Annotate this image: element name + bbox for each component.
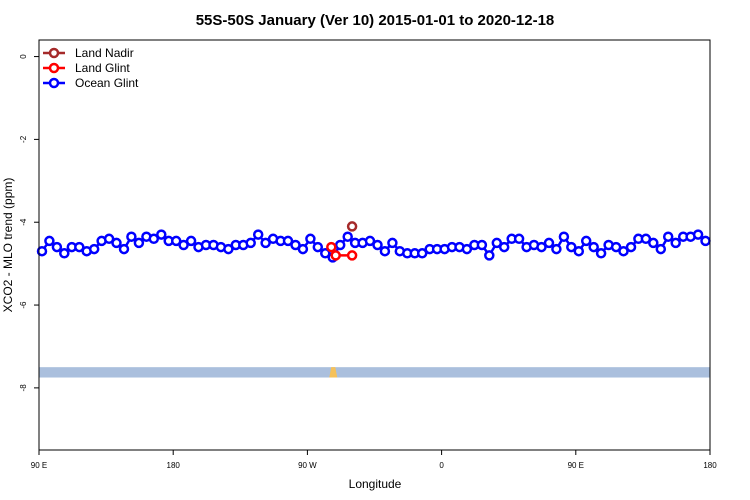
data-point	[498, 241, 510, 253]
data-point	[44, 235, 55, 247]
data-point	[461, 243, 473, 255]
x-tick-label: 180	[167, 461, 181, 470]
data-point	[346, 221, 358, 232]
data-point	[543, 237, 555, 249]
data-point	[625, 241, 637, 253]
y-axis-label: XCO2 - MLO trend (ppm)	[1, 178, 15, 313]
legend-label: Land Nadir	[75, 46, 134, 60]
y-tick-label: -6	[19, 301, 28, 309]
data-point	[59, 248, 70, 259]
data-point	[595, 248, 607, 259]
data-point	[692, 229, 704, 240]
data-point	[513, 233, 525, 245]
legend-label: Land Glint	[75, 61, 130, 75]
data-point	[290, 239, 301, 251]
data-point	[484, 250, 495, 261]
data-point	[387, 237, 398, 249]
legend-marker	[48, 47, 60, 59]
data-point	[700, 235, 711, 247]
data-point	[346, 250, 358, 261]
band-highlight	[329, 367, 338, 378]
data-point	[320, 248, 331, 259]
series-layer	[36, 221, 711, 263]
plot-frame	[38, 39, 711, 451]
data-point	[610, 241, 622, 253]
data-point	[618, 245, 629, 257]
data-point	[103, 233, 115, 245]
data-point	[640, 233, 652, 245]
data-point	[416, 248, 428, 259]
data-point	[156, 229, 167, 240]
legend-label: Ocean Glint	[75, 76, 139, 90]
data-point	[566, 241, 577, 253]
data-point	[342, 231, 353, 242]
data-point	[364, 235, 376, 247]
x-tick-label: 90 E	[31, 461, 47, 470]
x-axis: 90 E 180 90 W 0 90 E 180	[31, 450, 717, 470]
data-point	[74, 241, 85, 253]
data-point	[126, 231, 137, 242]
x-tick-label: 180	[703, 461, 717, 470]
x-tick-label: 0	[439, 461, 444, 470]
data-point	[573, 245, 585, 257]
y-tick-label: -2	[19, 135, 28, 143]
data-point	[133, 237, 145, 249]
data-point	[36, 245, 48, 257]
legend-item: Land Glint	[43, 61, 130, 75]
y-tick-label: -8	[19, 384, 28, 392]
data-point	[223, 243, 234, 255]
data-point	[536, 241, 547, 253]
legend-marker	[48, 77, 60, 89]
legend-item: Land Nadir	[43, 46, 134, 60]
data-point	[51, 241, 63, 253]
data-point	[648, 237, 659, 249]
data-point	[334, 239, 346, 251]
data-point	[148, 233, 160, 245]
data-point	[118, 243, 130, 255]
data-point	[297, 243, 309, 255]
data-point	[330, 250, 341, 261]
data-point	[260, 237, 271, 249]
data-point	[558, 231, 570, 242]
y-tick-label: 0	[19, 54, 28, 59]
data-point	[312, 241, 324, 253]
series-ocean-glint	[36, 229, 711, 263]
data-point	[662, 231, 674, 242]
data-point	[491, 237, 503, 249]
series-land-nadir	[346, 221, 358, 232]
data-point	[185, 235, 197, 247]
surface-band	[39, 367, 710, 378]
data-point	[476, 239, 488, 251]
y-axis: 0 -2 -4 -6 -8	[19, 54, 39, 392]
data-point	[372, 239, 383, 251]
series-land-glint	[326, 241, 358, 261]
data-point	[655, 243, 667, 255]
data-point	[282, 235, 294, 247]
data-point	[326, 241, 337, 253]
data-point	[170, 235, 182, 247]
data-point	[670, 237, 681, 249]
x-tick-label: 90 W	[298, 461, 317, 470]
data-point	[178, 239, 189, 251]
data-point	[252, 229, 264, 240]
x-tick-label: 90 E	[568, 461, 584, 470]
chart-title: 55S-50S January (Ver 10) 2015-01-01 to 2…	[196, 12, 555, 29]
legend-marker	[48, 62, 60, 74]
band-layer	[39, 367, 710, 378]
data-point	[588, 241, 599, 253]
data-point	[88, 243, 100, 255]
data-point	[551, 243, 562, 255]
data-point	[245, 237, 256, 249]
data-point	[111, 237, 122, 249]
y-tick-label: -4	[19, 218, 28, 226]
x-axis-label: Longitude	[349, 477, 402, 491]
data-point	[305, 233, 316, 245]
data-point	[379, 245, 391, 257]
legend-item: Ocean Glint	[43, 76, 139, 90]
data-point	[580, 235, 592, 247]
